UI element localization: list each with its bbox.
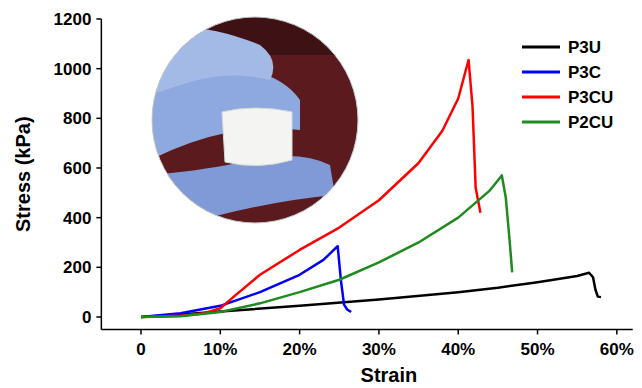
- x-tick-label: 40%: [441, 340, 475, 359]
- legend-label: P2CU: [568, 113, 613, 132]
- x-tick: [616, 329, 618, 334]
- x-tick: [220, 329, 222, 334]
- x-tick: [140, 329, 142, 334]
- plot-area: [141, 60, 601, 317]
- y-tick-label: 1200: [54, 10, 92, 29]
- y-tick-label: 0: [82, 308, 91, 327]
- x-tick-label: 60%: [600, 340, 634, 359]
- x-axis-line: [101, 329, 632, 331]
- inset-sample: [222, 108, 292, 166]
- x-tick: [378, 329, 380, 334]
- inset-border: [152, 17, 358, 223]
- inset-glove-top: [150, 27, 273, 95]
- x-tick-label: 10%: [203, 340, 237, 359]
- y-tick-label: 1000: [54, 60, 92, 79]
- x-tick-label: 0: [136, 340, 145, 359]
- legend-swatch: [522, 96, 560, 99]
- inset-photo: [150, 15, 360, 225]
- series-line: [141, 175, 512, 317]
- y-tick-label: 200: [63, 258, 91, 277]
- x-tick-label: 30%: [362, 340, 396, 359]
- x-tick: [537, 329, 539, 334]
- y-tick-label: 600: [63, 159, 91, 178]
- inset-background: [150, 15, 360, 225]
- y-tick-label: 800: [63, 109, 91, 128]
- x-tick-label: 50%: [521, 340, 555, 359]
- y-tick: [96, 68, 101, 70]
- legend-label: P3C: [568, 63, 601, 82]
- legend-label: P3CU: [568, 88, 613, 107]
- legend-swatch: [522, 46, 560, 49]
- legend-label: P3U: [568, 38, 601, 57]
- y-tick: [96, 217, 101, 219]
- legend: P3U P3C P3CU P2CU: [522, 38, 613, 132]
- x-tick: [457, 329, 459, 334]
- y-tick: [96, 118, 101, 120]
- y-tick: [96, 167, 101, 169]
- y-tick: [96, 18, 101, 20]
- y-tick: [96, 316, 101, 318]
- x-tick: [299, 329, 301, 334]
- inset-glove-lower: [150, 156, 335, 225]
- y-axis-title: Stress (kPa): [12, 116, 34, 232]
- y-tick: [96, 267, 101, 269]
- series-line: [141, 60, 480, 317]
- x-axis-title: Strain: [361, 364, 418, 386]
- legend-swatch: [522, 121, 560, 124]
- y-axis-line: [101, 19, 103, 329]
- legend-swatch: [522, 71, 560, 74]
- x-tick-label: 20%: [283, 340, 317, 359]
- y-tick-label: 400: [63, 209, 91, 228]
